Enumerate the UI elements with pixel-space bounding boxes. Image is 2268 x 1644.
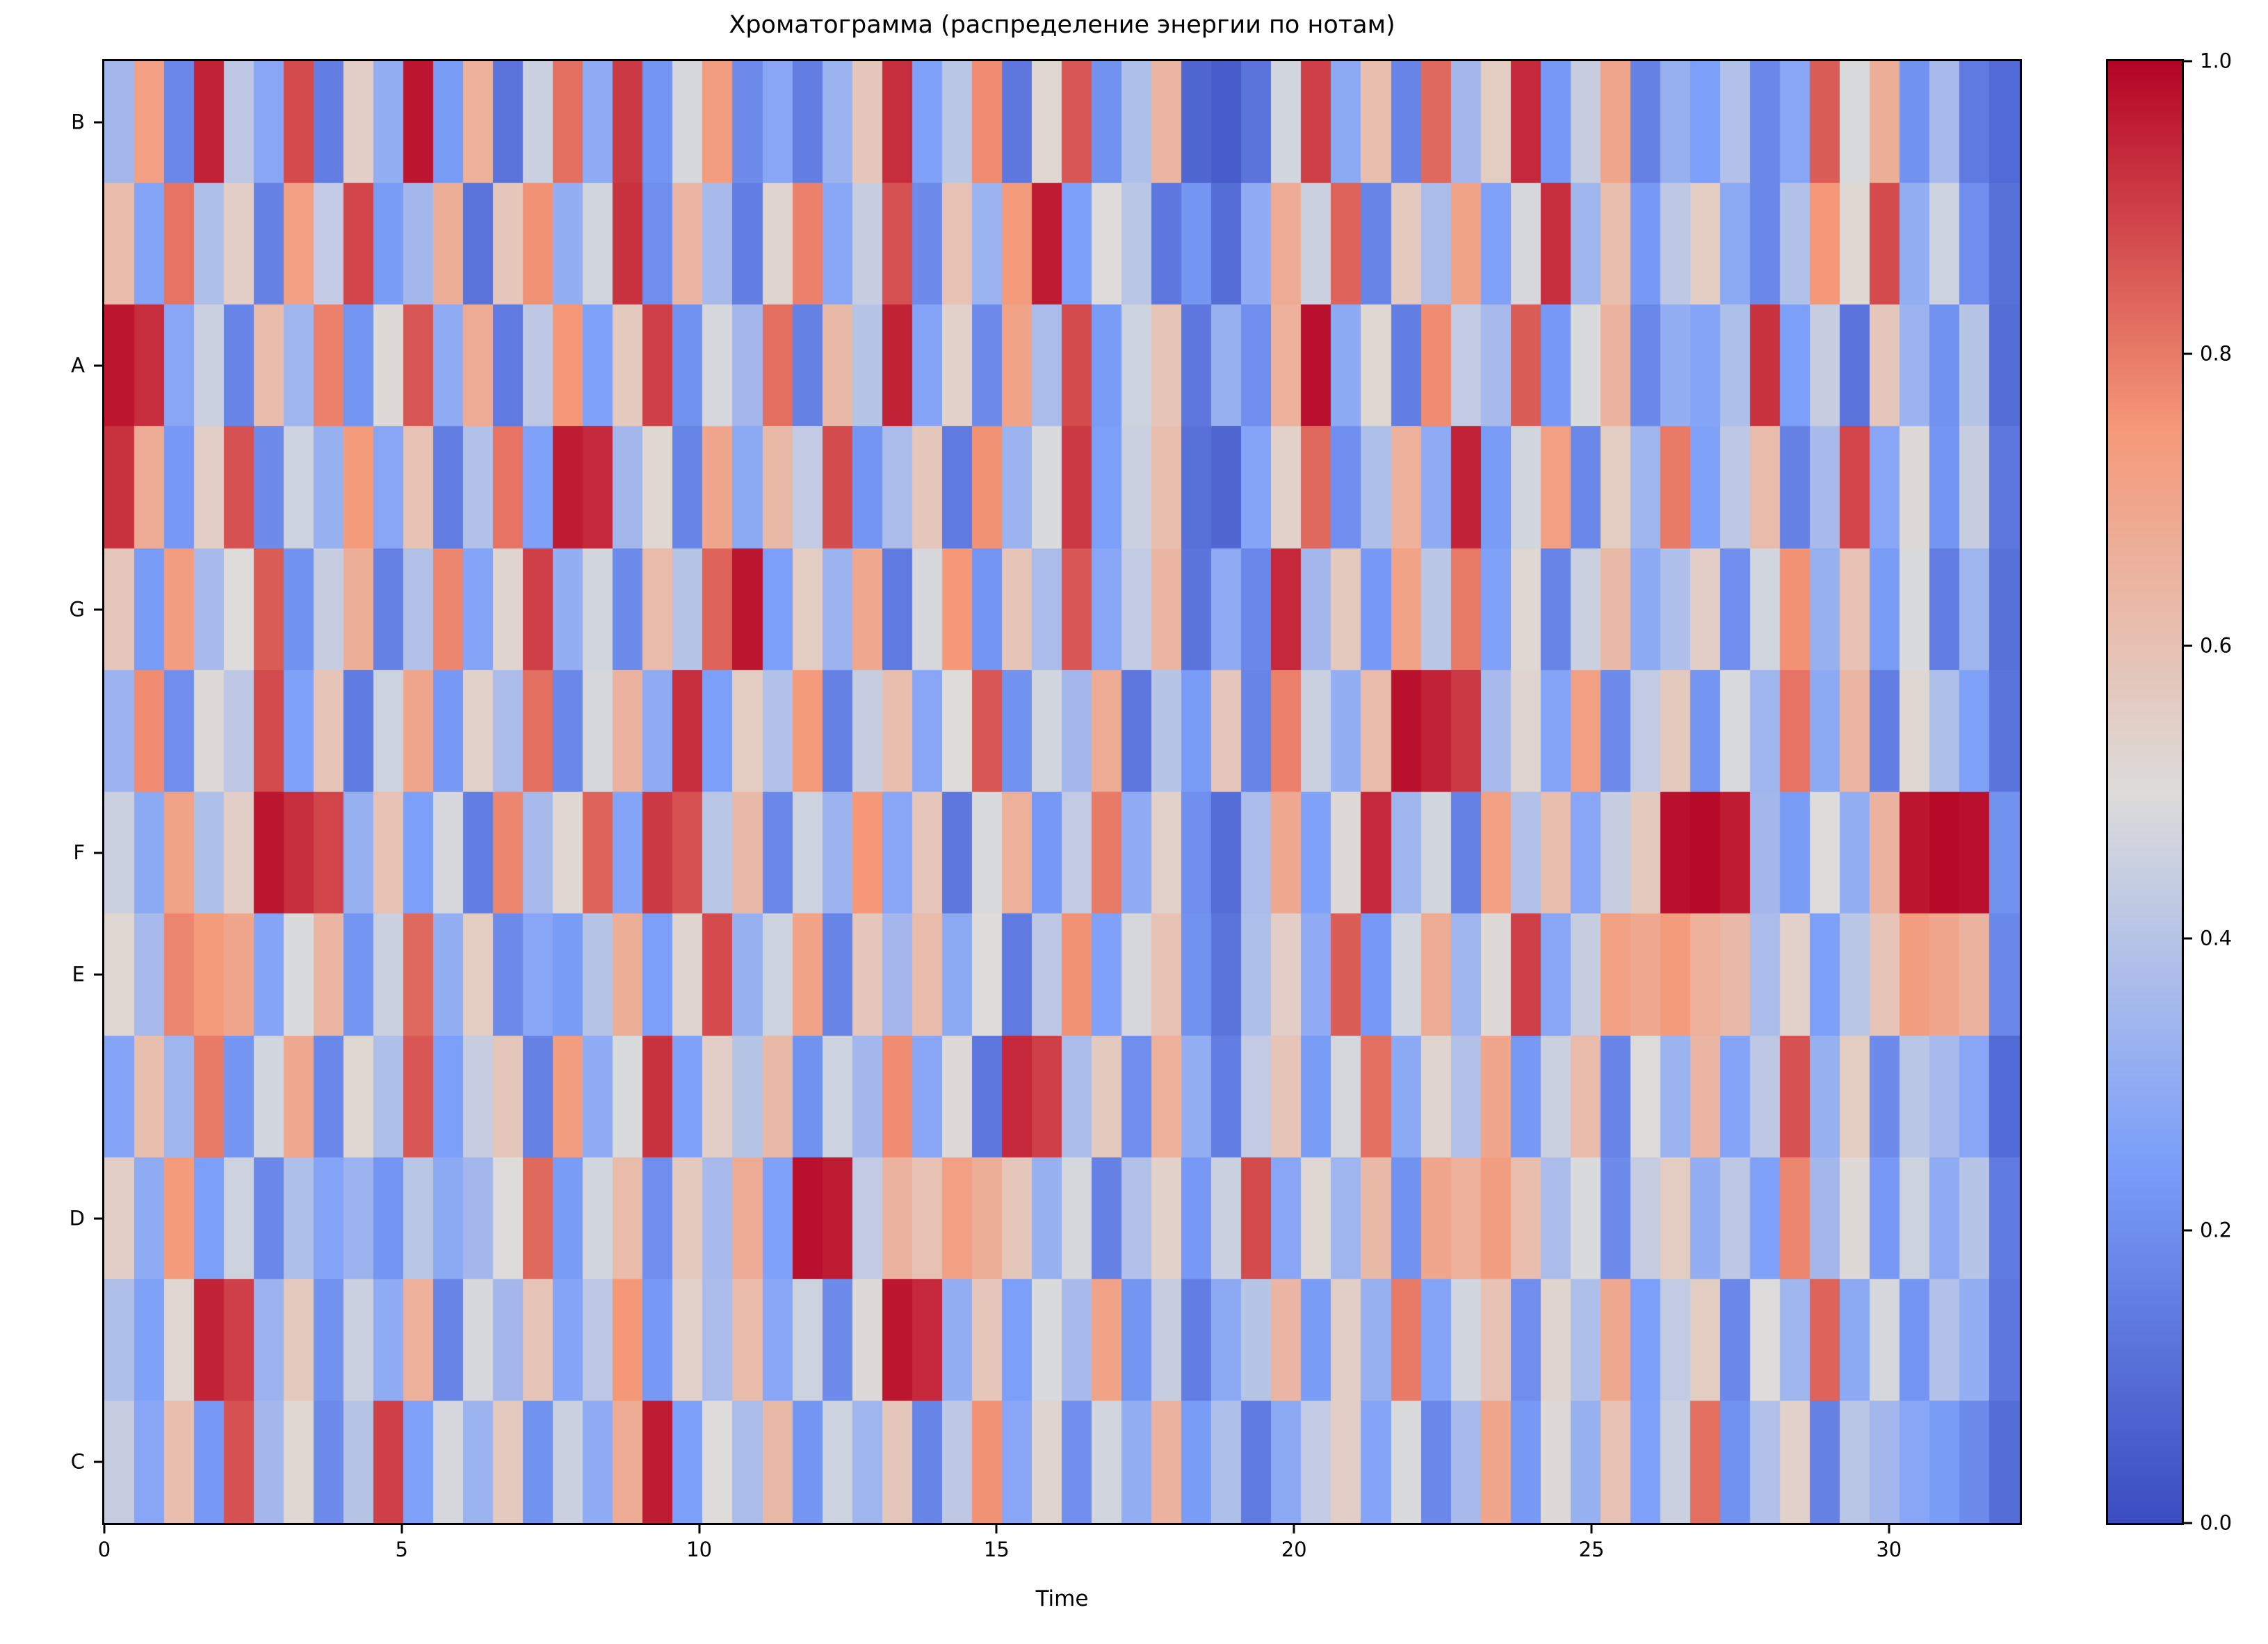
colorbar-tick-mark	[2182, 644, 2192, 647]
colorbar-tick-mark	[2182, 60, 2192, 63]
y-tick-mark	[94, 608, 104, 611]
chromagram-heatmap	[104, 61, 2020, 1523]
y-tick-label: F	[73, 840, 85, 865]
x-tick-label: 10	[686, 1538, 713, 1561]
x-tick-mark	[103, 1523, 106, 1533]
y-tick-mark	[94, 1460, 104, 1463]
colorbar-tick-label: 0.6	[2200, 633, 2233, 658]
colorbar-tick-label: 1.0	[2200, 49, 2233, 73]
y-tick-label: G	[69, 597, 85, 621]
x-tick-label: 0	[97, 1538, 111, 1561]
colorbar-tick-mark	[2182, 937, 2192, 940]
x-tick-mark	[995, 1523, 998, 1533]
y-tick-mark	[94, 973, 104, 976]
y-tick-label: B	[71, 110, 85, 134]
colorbar-gradient	[2108, 61, 2182, 1523]
y-tick-label: D	[69, 1206, 85, 1230]
y-tick-label: E	[72, 962, 85, 986]
x-tick-label: 5	[395, 1538, 408, 1561]
x-tick-label: 25	[1578, 1538, 1605, 1561]
y-tick-mark	[94, 852, 104, 854]
x-tick-mark	[1293, 1523, 1295, 1533]
y-tick-mark	[94, 1217, 104, 1220]
y-tick-label: A	[71, 353, 85, 377]
x-axis-label: Time	[1035, 1586, 1089, 1611]
heatmap-plot-area	[102, 59, 2022, 1525]
y-tick-label: C	[70, 1449, 85, 1474]
colorbar-tick-mark	[2182, 352, 2192, 355]
x-tick-label: 30	[1876, 1538, 1902, 1561]
x-tick-mark	[698, 1523, 701, 1533]
colorbar-tick-label: 0.0	[2200, 1511, 2233, 1535]
chart-title: Хроматограмма (распределение энергии по …	[729, 11, 1395, 39]
x-tick-label: 20	[1281, 1538, 1307, 1561]
colorbar-tick-label: 0.8	[2200, 341, 2233, 366]
colorbar	[2106, 59, 2184, 1525]
x-tick-mark	[1888, 1523, 1890, 1533]
y-tick-mark	[94, 364, 104, 367]
x-tick-label: 15	[983, 1538, 1010, 1561]
colorbar-tick-mark	[2182, 1229, 2192, 1232]
x-tick-mark	[400, 1523, 403, 1533]
x-tick-mark	[1590, 1523, 1593, 1533]
colorbar-tick-label: 0.4	[2200, 926, 2233, 950]
colorbar-tick-mark	[2182, 1522, 2192, 1524]
colorbar-tick-label: 0.2	[2200, 1218, 2233, 1242]
y-tick-mark	[94, 121, 104, 124]
